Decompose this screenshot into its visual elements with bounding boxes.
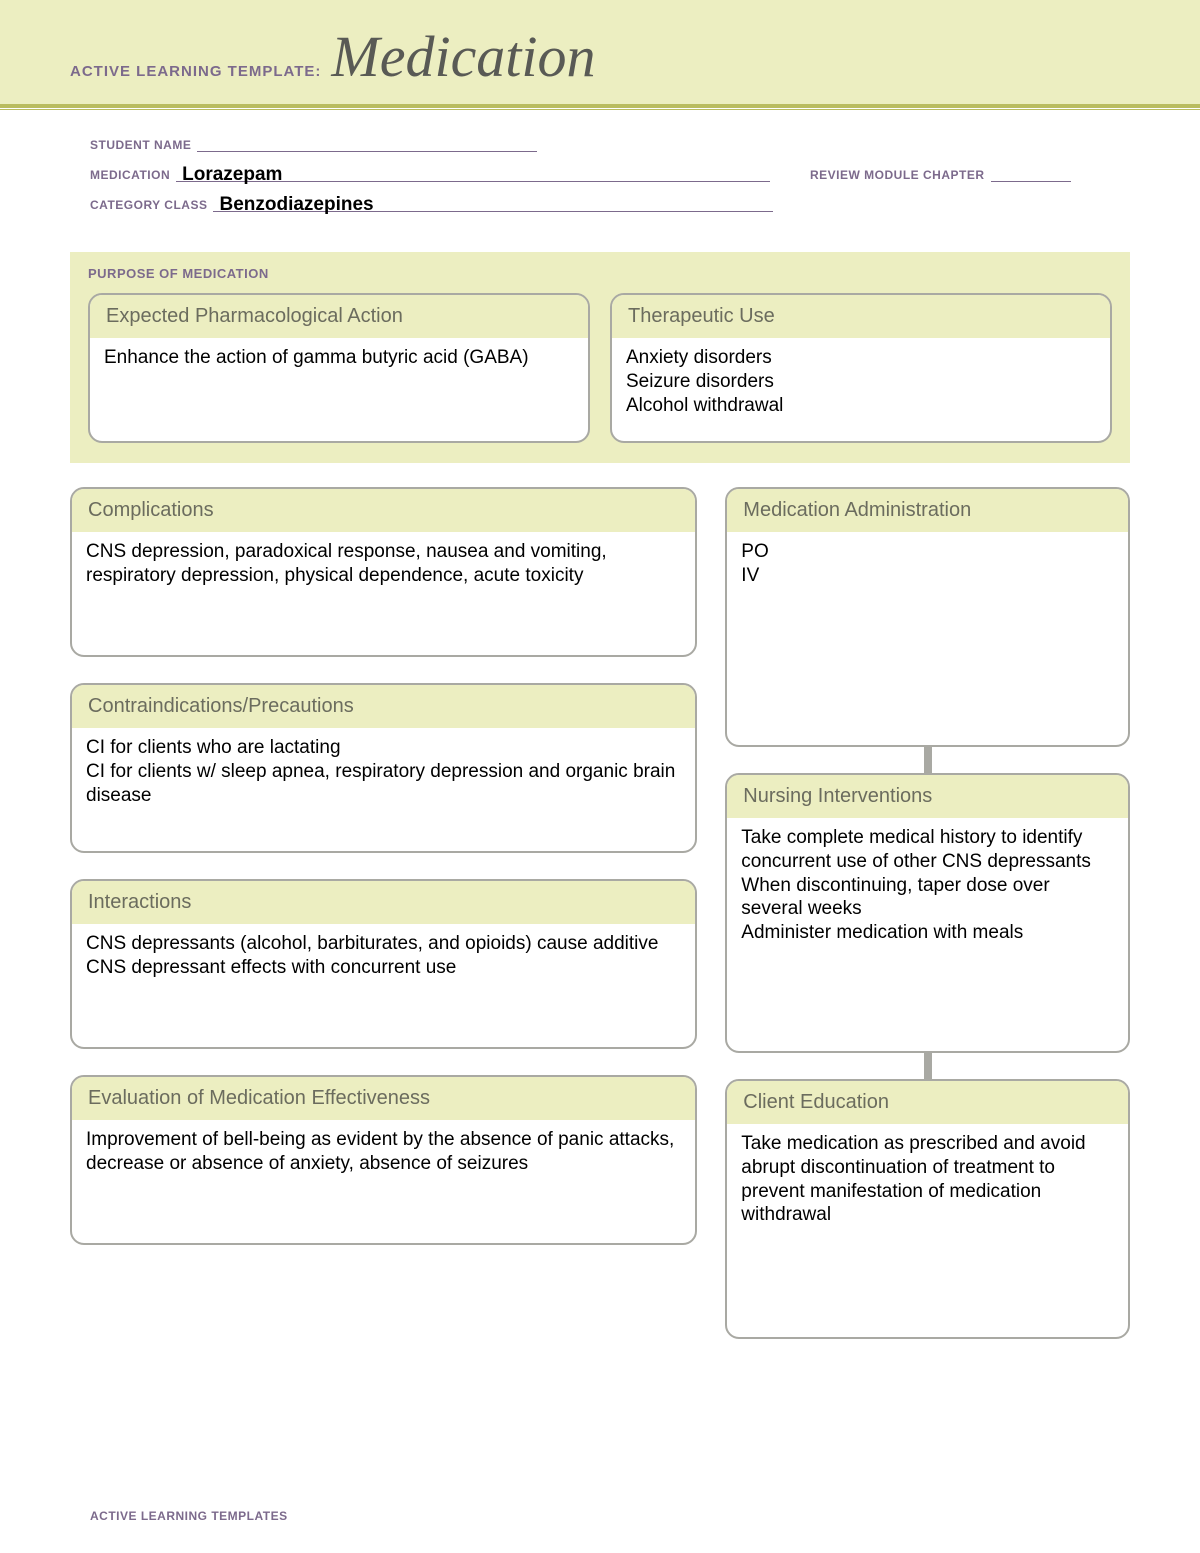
right-column: Medication Administration PO IV Nursing … bbox=[725, 487, 1130, 1339]
administration-card: Medication Administration PO IV bbox=[725, 487, 1130, 747]
interactions-body: CNS depressants (alcohol, barbiturates, … bbox=[72, 924, 695, 1047]
therapeutic-title: Therapeutic Use bbox=[612, 295, 1110, 338]
nursing-body: Take complete medical history to identif… bbox=[727, 818, 1128, 1051]
client-education-title: Client Education bbox=[727, 1081, 1128, 1124]
pharmacological-body: Enhance the action of gamma butyric acid… bbox=[90, 338, 588, 441]
administration-title: Medication Administration bbox=[727, 489, 1128, 532]
review-chapter-label: REVIEW MODULE CHAPTER bbox=[810, 168, 985, 182]
category-row: CATEGORY CLASS Benzodiazepines bbox=[90, 192, 1110, 212]
purpose-section: PURPOSE OF MEDICATION Expected Pharmacol… bbox=[70, 252, 1130, 463]
medication-value: Lorazepam bbox=[182, 164, 282, 185]
contraindications-card: Contraindications/Precautions CI for cli… bbox=[70, 683, 697, 853]
therapeutic-body: Anxiety disorders Seizure disorders Alco… bbox=[612, 338, 1110, 441]
review-chapter-field[interactable] bbox=[991, 162, 1071, 182]
category-value: Benzodiazepines bbox=[219, 194, 373, 215]
interactions-title: Interactions bbox=[72, 881, 695, 924]
evaluation-card: Evaluation of Medication Effectiveness I… bbox=[70, 1075, 697, 1245]
pharmacological-title: Expected Pharmacological Action bbox=[90, 295, 588, 338]
nursing-title: Nursing Interventions bbox=[727, 775, 1128, 818]
nursing-card: Nursing Interventions Take complete medi… bbox=[725, 773, 1130, 1053]
medication-label: MEDICATION bbox=[90, 168, 170, 182]
therapeutic-card: Therapeutic Use Anxiety disorders Seizur… bbox=[610, 293, 1112, 443]
pharmacological-card: Expected Pharmacological Action Enhance … bbox=[88, 293, 590, 443]
header-prefix: ACTIVE LEARNING TEMPLATE: bbox=[70, 63, 321, 80]
evaluation-body: Improvement of bell-being as evident by … bbox=[72, 1120, 695, 1243]
complications-body: CNS depression, paradoxical response, na… bbox=[72, 532, 695, 655]
complications-card: Complications CNS depression, paradoxica… bbox=[70, 487, 697, 657]
purpose-section-label: PURPOSE OF MEDICATION bbox=[88, 266, 1112, 281]
contraindications-body: CI for clients who are lactating CI for … bbox=[72, 728, 695, 851]
connector-2 bbox=[924, 1053, 932, 1079]
medication-field[interactable]: Lorazepam bbox=[176, 162, 770, 182]
complications-title: Complications bbox=[72, 489, 695, 532]
footer-text: ACTIVE LEARNING TEMPLATES bbox=[90, 1509, 288, 1523]
category-field[interactable]: Benzodiazepines bbox=[213, 192, 773, 212]
client-education-body: Take medication as prescribed and avoid … bbox=[727, 1124, 1128, 1337]
category-label: CATEGORY CLASS bbox=[90, 198, 207, 212]
student-name-field[interactable] bbox=[197, 132, 537, 152]
header-line: ACTIVE LEARNING TEMPLATE: Medication bbox=[70, 28, 1130, 86]
content-grid: Complications CNS depression, paradoxica… bbox=[70, 487, 1130, 1339]
meta-area: STUDENT NAME MEDICATION Lorazepam REVIEW… bbox=[0, 110, 1200, 234]
administration-body: PO IV bbox=[727, 532, 1128, 745]
interactions-card: Interactions CNS depressants (alcohol, b… bbox=[70, 879, 697, 1049]
purpose-grid: Expected Pharmacological Action Enhance … bbox=[88, 293, 1112, 443]
left-column: Complications CNS depression, paradoxica… bbox=[70, 487, 697, 1339]
page: ACTIVE LEARNING TEMPLATE: Medication STU… bbox=[0, 0, 1200, 1553]
header-band: ACTIVE LEARNING TEMPLATE: Medication bbox=[0, 0, 1200, 108]
header-title: Medication bbox=[331, 28, 595, 86]
student-name-row: STUDENT NAME bbox=[90, 132, 1110, 152]
contraindications-title: Contraindications/Precautions bbox=[72, 685, 695, 728]
evaluation-title: Evaluation of Medication Effectiveness bbox=[72, 1077, 695, 1120]
connector-1 bbox=[924, 747, 932, 773]
client-education-card: Client Education Take medication as pres… bbox=[725, 1079, 1130, 1339]
medication-row: MEDICATION Lorazepam REVIEW MODULE CHAPT… bbox=[90, 162, 1110, 182]
student-name-label: STUDENT NAME bbox=[90, 138, 191, 152]
